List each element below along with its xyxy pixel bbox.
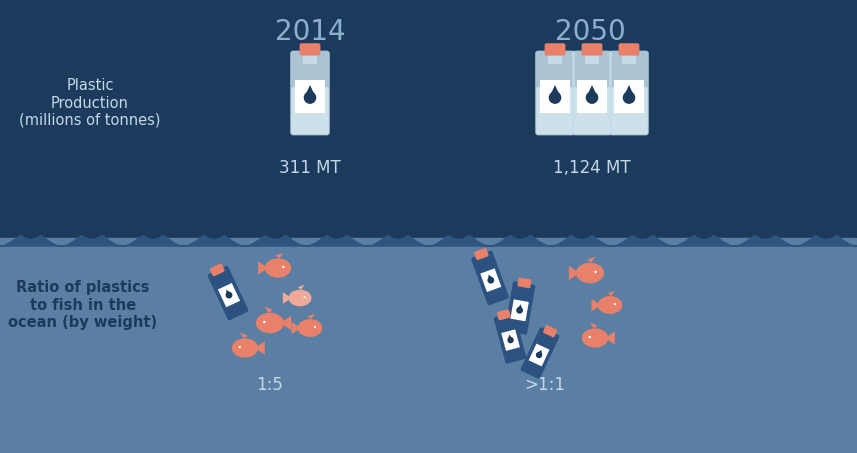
Polygon shape <box>0 0 857 238</box>
Text: >1:1: >1:1 <box>524 376 566 394</box>
Circle shape <box>516 307 523 313</box>
Polygon shape <box>588 85 596 94</box>
FancyBboxPatch shape <box>474 248 488 260</box>
Polygon shape <box>240 333 248 338</box>
FancyBboxPatch shape <box>536 51 575 135</box>
Circle shape <box>536 352 542 358</box>
FancyBboxPatch shape <box>518 278 531 288</box>
FancyBboxPatch shape <box>543 325 557 337</box>
Polygon shape <box>280 316 291 330</box>
Circle shape <box>303 92 316 104</box>
FancyBboxPatch shape <box>614 80 644 113</box>
Circle shape <box>225 292 232 299</box>
Polygon shape <box>255 341 265 355</box>
Polygon shape <box>569 266 579 280</box>
Polygon shape <box>590 323 597 328</box>
Polygon shape <box>226 289 231 295</box>
FancyBboxPatch shape <box>609 51 649 135</box>
FancyBboxPatch shape <box>300 43 321 56</box>
FancyBboxPatch shape <box>548 53 562 64</box>
Polygon shape <box>297 284 304 289</box>
Polygon shape <box>488 275 493 280</box>
Circle shape <box>585 92 598 104</box>
FancyBboxPatch shape <box>573 87 611 135</box>
Polygon shape <box>508 335 512 339</box>
Ellipse shape <box>231 338 258 357</box>
Circle shape <box>548 92 561 104</box>
FancyBboxPatch shape <box>497 309 511 320</box>
Circle shape <box>595 271 597 273</box>
FancyBboxPatch shape <box>291 51 330 135</box>
Polygon shape <box>587 256 596 263</box>
Text: Ratio of plastics
to fish in the
ocean (by weight): Ratio of plastics to fish in the ocean (… <box>9 280 158 330</box>
Text: 2014: 2014 <box>275 18 345 46</box>
Circle shape <box>303 296 306 298</box>
Text: 1,124 MT: 1,124 MT <box>553 159 631 177</box>
Polygon shape <box>518 304 522 309</box>
Circle shape <box>314 326 316 328</box>
Text: Plastic
Production
(millions of tonnes): Plastic Production (millions of tonnes) <box>19 78 161 128</box>
Polygon shape <box>283 292 291 304</box>
FancyBboxPatch shape <box>529 343 549 366</box>
Polygon shape <box>291 322 301 334</box>
Ellipse shape <box>597 296 622 314</box>
Polygon shape <box>608 291 615 296</box>
Polygon shape <box>0 232 857 246</box>
Circle shape <box>282 266 285 268</box>
FancyBboxPatch shape <box>480 268 501 292</box>
Circle shape <box>623 92 635 104</box>
Polygon shape <box>306 85 315 94</box>
FancyBboxPatch shape <box>511 299 529 321</box>
FancyBboxPatch shape <box>521 327 560 379</box>
Text: 311 MT: 311 MT <box>279 159 341 177</box>
Polygon shape <box>275 253 284 258</box>
Polygon shape <box>308 313 315 319</box>
Polygon shape <box>605 331 614 345</box>
Polygon shape <box>625 85 633 94</box>
FancyBboxPatch shape <box>536 87 574 135</box>
Circle shape <box>263 321 266 323</box>
FancyBboxPatch shape <box>540 80 570 113</box>
Ellipse shape <box>265 258 291 278</box>
FancyBboxPatch shape <box>210 264 225 276</box>
FancyBboxPatch shape <box>610 87 648 135</box>
FancyBboxPatch shape <box>494 313 526 364</box>
FancyBboxPatch shape <box>207 266 249 320</box>
FancyBboxPatch shape <box>544 43 566 56</box>
FancyBboxPatch shape <box>621 53 637 64</box>
FancyBboxPatch shape <box>303 53 317 64</box>
Text: 1:5: 1:5 <box>256 376 284 394</box>
Text: 2050: 2050 <box>554 18 626 46</box>
Ellipse shape <box>256 313 284 333</box>
Ellipse shape <box>576 263 604 283</box>
Circle shape <box>507 337 513 343</box>
Ellipse shape <box>289 289 311 306</box>
Circle shape <box>589 336 591 338</box>
FancyBboxPatch shape <box>505 281 536 335</box>
Polygon shape <box>537 350 542 355</box>
FancyBboxPatch shape <box>501 329 520 351</box>
Polygon shape <box>0 0 857 238</box>
Circle shape <box>488 277 494 284</box>
Circle shape <box>238 346 241 348</box>
FancyBboxPatch shape <box>584 53 599 64</box>
FancyBboxPatch shape <box>572 51 612 135</box>
Circle shape <box>614 303 616 305</box>
FancyBboxPatch shape <box>218 283 240 307</box>
FancyBboxPatch shape <box>619 43 639 56</box>
Ellipse shape <box>297 319 322 337</box>
Ellipse shape <box>582 328 608 347</box>
FancyBboxPatch shape <box>578 80 607 113</box>
Polygon shape <box>258 261 268 275</box>
FancyBboxPatch shape <box>582 43 602 56</box>
FancyBboxPatch shape <box>471 251 509 305</box>
FancyBboxPatch shape <box>291 87 329 135</box>
Polygon shape <box>591 299 601 311</box>
Polygon shape <box>264 307 273 313</box>
FancyBboxPatch shape <box>296 80 325 113</box>
Bar <box>0 238 857 453</box>
Polygon shape <box>550 85 560 94</box>
